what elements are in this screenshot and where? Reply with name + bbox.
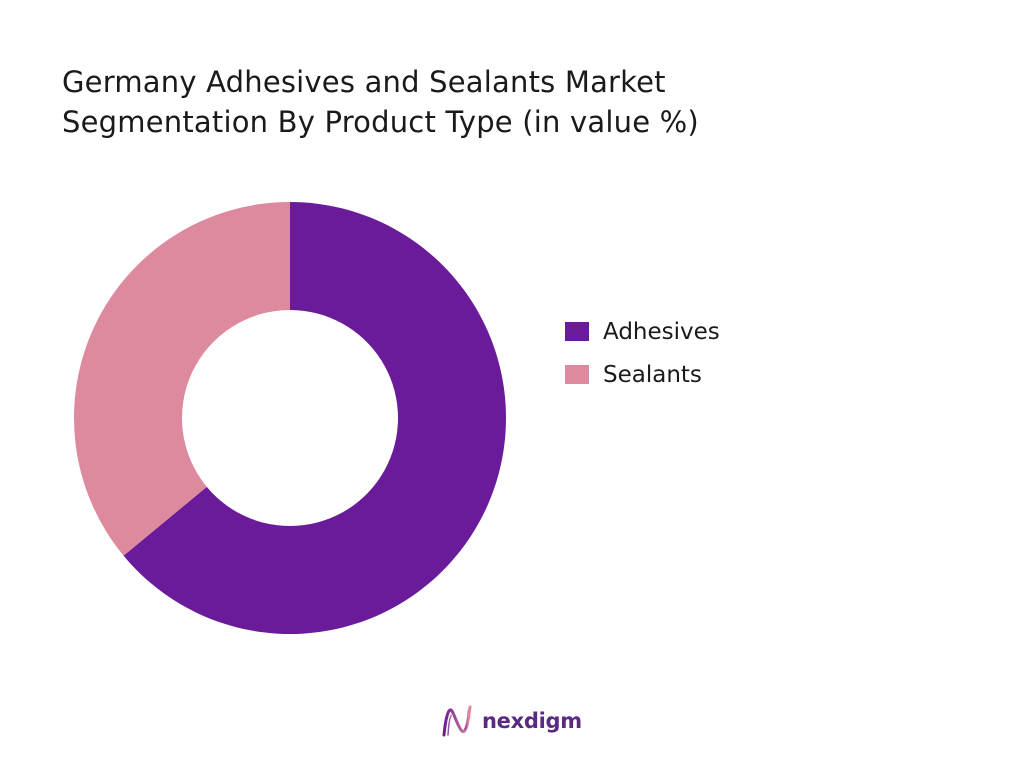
donut-slice-sealants (74, 202, 290, 556)
chart-title-line-2: Segmentation By Product Type (in value %… (62, 105, 699, 139)
legend-swatch-sealants (565, 365, 589, 384)
legend-label-adhesives: Adhesives (603, 318, 720, 345)
donut-slice-adhesives (123, 202, 506, 635)
chart-title-line-1: Germany Adhesives and Sealants Market (62, 65, 666, 99)
legend-item-sealants: Sealants (565, 353, 720, 396)
legend-swatch-adhesives (565, 322, 589, 341)
brand-name: nexdigm (482, 709, 582, 733)
legend-label-sealants: Sealants (603, 361, 702, 388)
nexdigm-logo-icon (442, 705, 472, 737)
chart-title: Germany Adhesives and Sealants Market Se… (62, 62, 962, 142)
legend-item-adhesives: Adhesives (565, 310, 720, 353)
donut-slices (74, 202, 506, 635)
chart-legend: Adhesives Sealants (565, 310, 720, 396)
brand-logo: nexdigm (440, 703, 582, 739)
